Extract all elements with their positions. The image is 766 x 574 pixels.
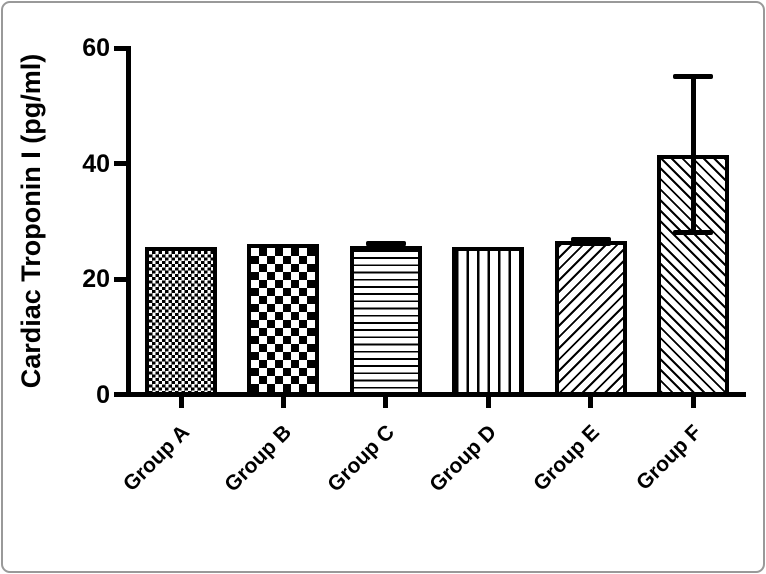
x-tick-group-f [690,397,696,408]
bar-group-e [554,241,627,397]
x-tick-label-group-d: Group D [425,420,502,497]
y-axis-title: Cardiac Troponin I (pg/ml) [16,53,46,389]
y-tick-label-20: 20 [82,265,110,293]
error-bar-cap-bottom-group-e [570,241,611,247]
x-tick-group-a [178,397,184,408]
y-tick-label-0: 0 [96,380,110,409]
y-tick-label-60: 60 [82,34,110,62]
x-tick-label-group-c: Group C [323,420,399,497]
y-tick-0 [114,392,126,397]
x-tick-label-group-e: Group E [528,420,604,496]
x-axis-line [126,392,746,397]
x-tick-label-group-f: Group F [631,420,706,495]
bar-group-a [145,246,217,397]
y-tick-60 [114,45,126,51]
y-tick-label-40: 40 [82,149,110,178]
y-tick-20 [114,276,126,282]
error-bar-cap-top-group-f [673,74,713,80]
bar-group-d [452,247,525,397]
bar-group-c [349,245,422,397]
x-tick-label-group-b: Group B [220,420,297,497]
x-tick-label-group-a: Group A [118,420,194,496]
error-bar-cap-top-group-e [570,236,611,242]
bar-group-f [657,154,729,397]
y-tick-40 [114,161,126,166]
x-tick-group-c [383,397,389,408]
error-bar-cap-bottom-group-c [365,245,406,251]
x-tick-group-e [588,397,594,408]
error-bar-cap-bottom-group-f [673,230,713,236]
error-bar-line-group-f [690,76,696,233]
y-axis-line [126,46,131,397]
error-bar-cap-top-group-c [365,240,406,246]
x-tick-group-b [280,397,286,408]
bar-group-b [247,243,320,397]
x-tick-group-d [485,397,491,408]
